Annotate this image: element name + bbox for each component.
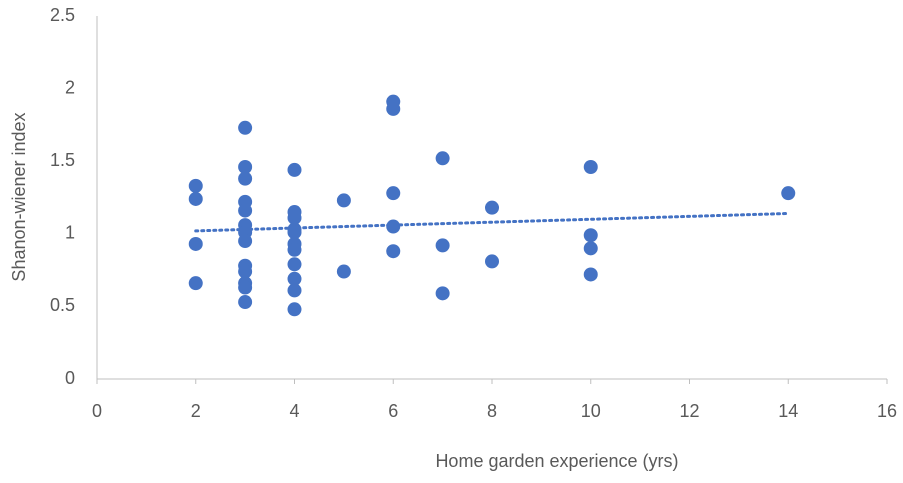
point: [583, 241, 598, 256]
point: [386, 244, 401, 259]
point: [435, 286, 450, 301]
y-tick-label: 0.5: [50, 295, 75, 315]
point: [781, 186, 796, 201]
point: [188, 178, 203, 193]
x-tick-label: 8: [487, 401, 497, 421]
point: [238, 234, 253, 249]
point: [238, 280, 253, 295]
point: [287, 242, 302, 257]
x-tick-label: 10: [581, 401, 601, 421]
y-tick-label: 2: [65, 77, 75, 97]
point: [287, 225, 302, 240]
x-tick-label: 16: [877, 401, 897, 421]
point: [485, 200, 499, 215]
x-tick-label: 14: [778, 401, 798, 421]
point: [583, 160, 598, 175]
point: [386, 186, 401, 201]
x-tick-label: 4: [289, 401, 299, 421]
point: [287, 302, 302, 317]
y-tick-label: 1: [65, 223, 75, 243]
point: [485, 254, 499, 269]
y-tick-label: 2.5: [50, 5, 75, 25]
point: [287, 210, 302, 225]
point: [435, 238, 450, 253]
point: [386, 219, 401, 234]
point: [287, 283, 302, 298]
point: [188, 191, 203, 206]
point: [583, 267, 598, 282]
point: [238, 295, 253, 310]
point: [287, 271, 302, 286]
point: [238, 264, 253, 279]
point: [238, 160, 253, 175]
point: [386, 101, 401, 116]
point: [435, 151, 450, 166]
point: [238, 171, 253, 186]
y-tick-label: 0: [65, 368, 75, 388]
x-axis-label: Home garden experience (yrs): [435, 451, 678, 471]
point: [336, 264, 351, 279]
trendline: [194, 211, 790, 233]
point: [287, 257, 302, 272]
point: [188, 236, 203, 251]
y-tick-label: 1.5: [50, 150, 75, 170]
x-tick-label: 12: [679, 401, 699, 421]
point: [583, 228, 598, 243]
point: [336, 193, 351, 208]
point: [238, 120, 253, 135]
x-tick-label: 0: [92, 401, 102, 421]
y-axis-label: Shanon-wiener index: [9, 112, 29, 281]
point: [287, 162, 302, 177]
x-tick-label: 6: [388, 401, 398, 421]
x-tick-label: 2: [191, 401, 201, 421]
point: [188, 276, 203, 291]
point: [238, 203, 253, 218]
